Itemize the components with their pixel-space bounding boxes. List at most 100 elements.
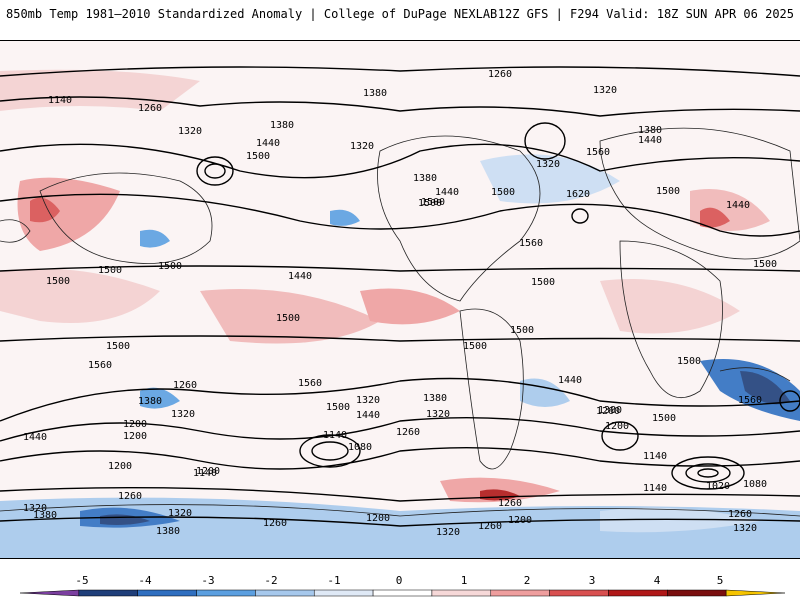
colorbar-tick: -4 (138, 574, 152, 587)
contour-label: 1500 (246, 151, 270, 162)
contour-label: 1380 (138, 396, 162, 407)
contour-label: 1320 (356, 395, 380, 406)
header: 850mb Temp 1981–2010 Standardized Anomal… (0, 0, 800, 40)
contour-label: 1200 (605, 421, 629, 432)
contour-label: 1500 (326, 402, 350, 413)
colorbar-tick: -3 (201, 574, 215, 587)
contour-label: 1440 (638, 135, 662, 146)
contour-label: 1500 (656, 186, 680, 197)
colorbar-tick: 5 (716, 574, 724, 587)
contour-label: 1380 (638, 125, 662, 136)
colorbar-tick: 0 (395, 574, 403, 587)
contour-label: 1260 (173, 380, 197, 391)
contour-label: 1320 (436, 527, 460, 538)
contour-label: 1260 (488, 69, 512, 80)
contour-label: 1200 (108, 461, 132, 472)
contour-label: 1500 (418, 198, 442, 209)
contour-label: 1320 (593, 85, 617, 96)
contour-label: 1500 (421, 197, 445, 208)
contour-label: 1500 (46, 276, 70, 287)
colorbar-segment (313, 589, 374, 597)
anomaly-shading (0, 41, 800, 558)
colorbar-segment (372, 589, 433, 597)
contour-label: 1260 (263, 518, 287, 529)
contour-label: 1440 (23, 432, 47, 443)
contour-label: 1560 (519, 238, 543, 249)
contour-label: 1320 (23, 503, 47, 514)
contour-label: 1320 (536, 159, 560, 170)
contour-label: 1020 (706, 481, 730, 492)
coastlines (0, 127, 800, 517)
colorbar-segment (431, 589, 492, 597)
contour-label: 1140 (643, 483, 667, 494)
contour-label: 1500 (510, 325, 534, 336)
colorbar-segment (19, 589, 80, 597)
contour-label: 1140 (323, 430, 347, 441)
contour-label: 1200 (196, 466, 220, 477)
colorbar-tick: 4 (653, 574, 661, 587)
contour-label: 1620 (566, 189, 590, 200)
contour-label: 1560 (738, 395, 762, 406)
contour-label: 1320 (168, 508, 192, 519)
contour-label: 1560 (88, 360, 112, 371)
contour-label: 1200 (123, 431, 147, 442)
colorbar-segment (490, 589, 550, 597)
contour-labels: 1140 1260 1380 1320 1260 1320 1440 1500 … (23, 69, 777, 538)
colorbar-scale (19, 589, 786, 597)
contour-label: 1260 (498, 498, 522, 509)
map-title: 850mb Temp 1981–2010 Standardized Anomal… (6, 7, 498, 21)
contour-label: 1440 (288, 271, 312, 282)
contour-label: 1260 (728, 509, 752, 520)
contour-label: 1440 (726, 200, 750, 211)
colorbar-tick: -1 (327, 574, 341, 587)
colorbar-segments (19, 589, 786, 597)
contour-label: 1380 (156, 526, 180, 537)
contour-label: 1140 (193, 468, 217, 479)
colorbar-segment (255, 589, 315, 597)
map-panel: 1140 1260 1380 1320 1260 1320 1440 1500 … (0, 40, 800, 559)
colorbar-segment (137, 589, 197, 597)
contour-label: 1260 (138, 103, 162, 114)
contour-label: 1260 (396, 427, 420, 438)
contour-label: 1320 (171, 409, 195, 420)
contour-label: 1380 (363, 88, 387, 99)
colorbar-tick: 2 (523, 574, 531, 587)
contour-label: 1440 (356, 410, 380, 421)
contour-label: 1440 (435, 187, 459, 198)
colorbar-segment (725, 589, 786, 597)
contour-label: 1380 (270, 120, 294, 131)
colorbar-segment (78, 589, 138, 597)
contour-label: 1560 (298, 378, 322, 389)
contour-label: 1080 (348, 442, 372, 453)
contour-label: 1200 (123, 419, 147, 430)
contour-label: 1500 (652, 413, 676, 424)
run-info: 12Z GFS | F294 Valid: 18Z SUN APR 06 202… (497, 7, 794, 21)
contour-label: 1500 (677, 356, 701, 367)
contour-label: 1380 (598, 405, 622, 416)
contour-label: 1560 (586, 147, 610, 158)
contour-label: 1320 (178, 126, 202, 137)
contour-label: 1320 (733, 523, 757, 534)
contour-label: 1080 (743, 479, 767, 490)
colorbar-segment (667, 589, 727, 597)
contour-label: 1260 (596, 406, 620, 417)
colorbar: -5 -4 -3 -2 -1 0 1 2 3 4 5 (0, 560, 800, 600)
contour-label: 1380 (423, 393, 447, 404)
contour-label: 1200 (508, 515, 532, 526)
colorbar-segment (196, 589, 256, 597)
contour-label: 1380 (413, 173, 437, 184)
contour-label: 1260 (478, 521, 502, 532)
colorbar-tick: -5 (75, 574, 89, 587)
height-contours (0, 66, 800, 527)
contour-label: 1500 (158, 261, 182, 272)
contour-label: 1500 (463, 341, 487, 352)
contour-label: 1440 (256, 138, 280, 149)
contour-label: 1500 (491, 187, 515, 198)
contour-label: 1500 (106, 341, 130, 352)
anomaly-map: 1140 1260 1380 1320 1260 1320 1440 1500 … (0, 41, 800, 558)
contour-label: 1140 (643, 451, 667, 462)
contour-label: 1320 (350, 141, 374, 152)
colorbar-segment (608, 589, 668, 597)
contour-label: 1140 (48, 95, 72, 106)
colorbar-segment (549, 589, 609, 597)
